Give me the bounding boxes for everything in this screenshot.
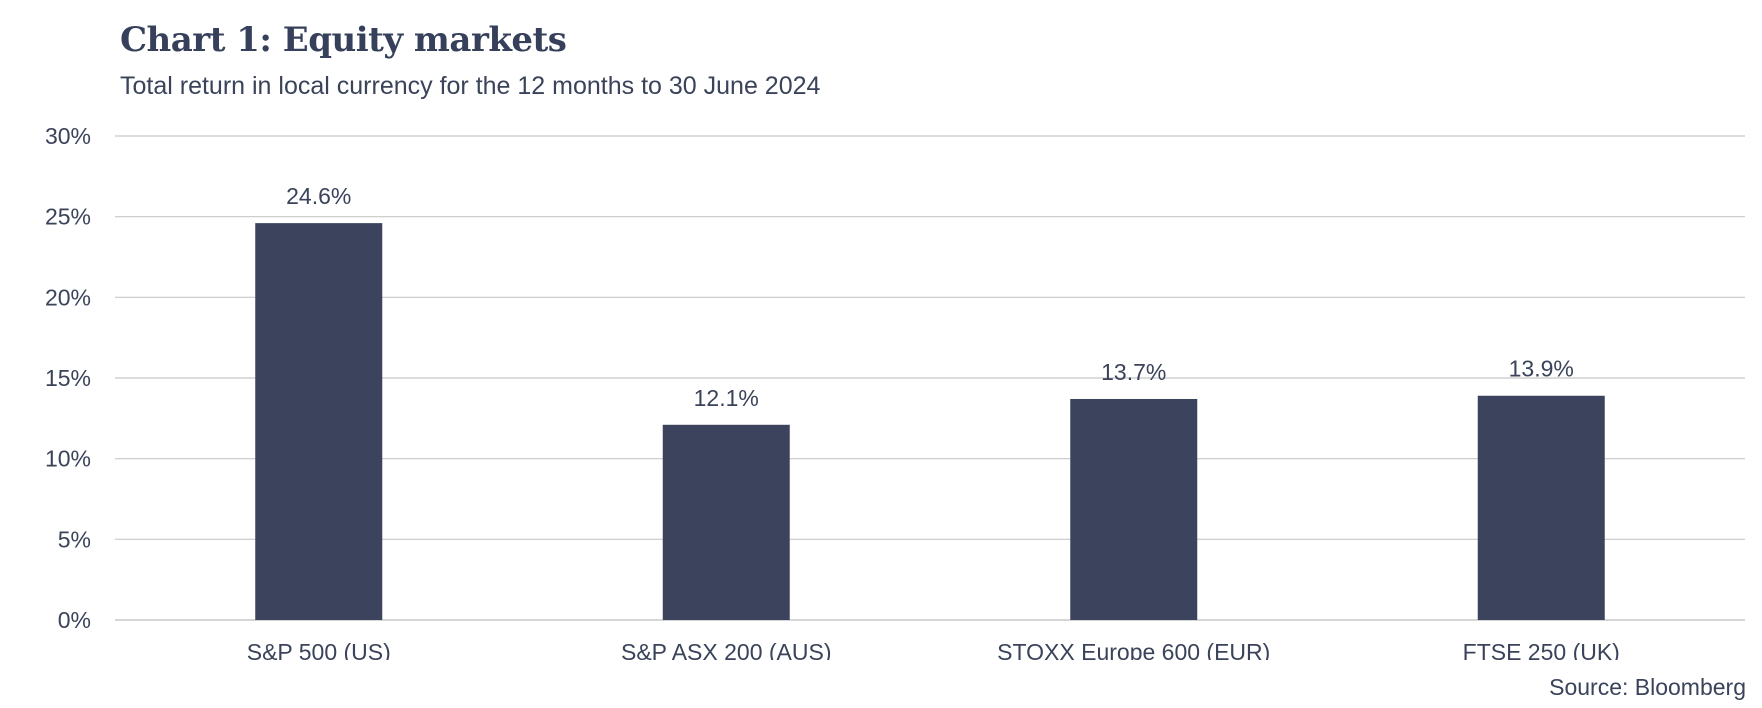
bars — [255, 223, 1605, 620]
grid-lines — [115, 135, 1745, 621]
bar-2 — [1070, 398, 1198, 620]
chart-title: Chart 1: Equity markets — [120, 20, 567, 60]
y-tick-label: 5% — [58, 526, 91, 552]
data-labels: 24.6% 12.1% 13.7% 13.9% — [286, 183, 1574, 411]
y-axis-ticks: 0% 5% 10% 15% 20% 25% 30% — [45, 123, 91, 633]
y-tick-label: 25% — [45, 204, 91, 230]
x-axis-categories: S&P 500 (US) S&P ASX 200 (AUS) STOXX Europ… — [247, 639, 1620, 660]
y-tick-label: 15% — [45, 365, 91, 391]
data-label: 12.1% — [694, 385, 759, 411]
x-category-label: FTSE 250 (UK) — [1463, 639, 1620, 660]
chart-subtitle: Total return in local currency for the 1… — [120, 72, 821, 100]
x-category-label: STOXX Europe 600 (EUR) — [997, 639, 1270, 660]
x-category-label: S&P ASX 200 (AUS) — [621, 639, 832, 660]
bar-1 — [662, 424, 790, 620]
y-tick-label: 10% — [45, 446, 91, 472]
bar-chart: 0% 5% 10% 15% 20% 25% 30% 24.6% 12.1% 13.7% 13.9%… — [45, 123, 1745, 660]
data-label: 13.7% — [1101, 359, 1166, 385]
bar-0 — [255, 223, 383, 620]
y-tick-label: 0% — [58, 607, 91, 633]
source-note: Source: Bloomberg — [1549, 674, 1746, 700]
data-label: 13.9% — [1509, 356, 1574, 382]
x-category-label: S&P 500 (US) — [247, 639, 391, 660]
data-label: 24.6% — [286, 183, 351, 209]
y-tick-label: 30% — [45, 123, 91, 149]
bar-3 — [1477, 395, 1605, 620]
y-tick-label: 20% — [45, 284, 91, 310]
